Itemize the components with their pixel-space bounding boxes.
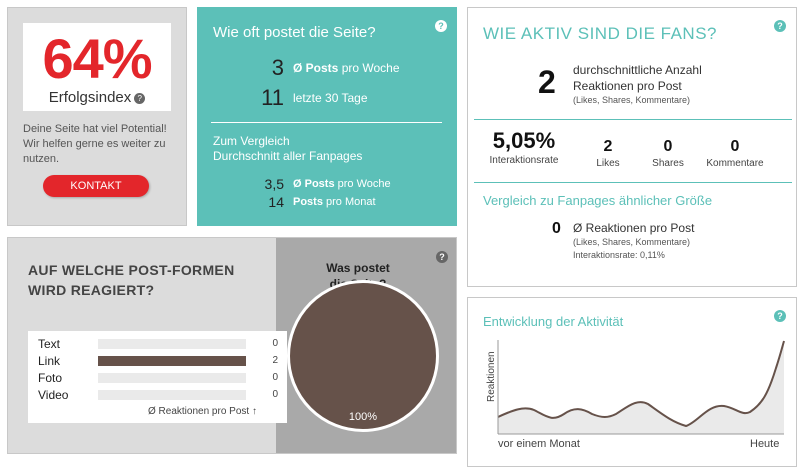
stat-value: 0 [730, 138, 740, 155]
y-axis-label: Reaktionen [486, 351, 497, 402]
post-type-pie: 100% [287, 280, 439, 432]
compare-unit-bold: Ø Posts [293, 178, 335, 190]
post-frequency-title: Wie oft postet die Seite? [213, 24, 376, 41]
reaction-bar-track [98, 373, 246, 383]
frequency-row: 11 letzte 30 Tage [198, 86, 458, 110]
frequency-value: 11 [261, 85, 284, 110]
compare-unit: Ø Posts pro Woche [293, 176, 391, 192]
stat-value: 2 [603, 138, 613, 155]
x-axis-start-label: vor einem Monat [498, 438, 580, 450]
pie-title-line-1: Was postet [326, 261, 390, 275]
success-index-description: Deine Seite hat viel Potential! Wir helf… [23, 123, 167, 165]
reaction-bar-track [98, 356, 246, 366]
reaction-bar-track [98, 390, 246, 400]
stat-value: 5,05% [492, 128, 556, 153]
avg-reactions-sub: (Likes, Shares, Kommentare) [573, 95, 691, 105]
activity-chart-panel: ? Entwicklung der Aktivität Reaktionen v… [467, 297, 797, 467]
post-forms-list: Text 0 Link 2 Foto 0 Video 0 Ø Reaktione… [28, 331, 287, 423]
activity-line [497, 340, 785, 428]
stat-label: Interaktionsrate [489, 155, 559, 166]
list-item: Foto 0 [38, 370, 283, 386]
help-icon[interactable]: ? [436, 251, 448, 263]
reaction-count: 0 [272, 338, 278, 349]
reaction-count: 2 [272, 355, 278, 366]
post-forms-panel: ? AUF WELCHE POST-FORMEN WIRD REAGIERT? … [7, 237, 457, 454]
help-icon[interactable]: ? [774, 310, 786, 322]
success-index-label-row: Erfolgsindex? [23, 89, 171, 107]
compare-value: 3,5 [264, 176, 284, 192]
post-form-label: Link [38, 354, 61, 368]
x-axis-end-label: Heute [750, 438, 779, 450]
post-form-label: Video [38, 388, 69, 402]
success-index-label: Erfolgsindex [48, 89, 132, 106]
reaction-count: 0 [272, 389, 278, 400]
comments-stat: 0 Kommentare [698, 137, 772, 171]
activity-chart: Reaktionen vor einem Monat Heute [486, 340, 785, 450]
list-item: Text 0 [38, 336, 283, 352]
comparison-label: Ø Reaktionen pro Post [573, 221, 695, 235]
frequency-value: 3 [271, 55, 284, 80]
compare-unit-rest: pro Monat [322, 196, 376, 208]
reaction-count: 0 [272, 372, 278, 383]
frequency-unit-bold: Ø Posts [293, 61, 339, 75]
frequency-row: 3 Ø Posts pro Woche [198, 56, 458, 80]
divider [211, 122, 442, 123]
compare-unit: Posts pro Monat [293, 194, 376, 210]
list-item: Video 0 [38, 387, 283, 403]
comparison-value: 0 [552, 220, 561, 237]
post-forms-title-line-1: AUF WELCHE POST-FORMEN [28, 262, 235, 278]
frequency-unit: letzte 30 Tage [293, 86, 368, 110]
post-forms-title-line-2: WIRD REAGIERT? [28, 282, 155, 298]
reaction-bar-track [98, 339, 246, 349]
avg-reactions-value: 2 [538, 64, 556, 100]
post-form-label: Text [38, 337, 61, 351]
frequency-unit-rest: pro Woche [338, 61, 400, 75]
help-icon[interactable]: ? [134, 93, 146, 104]
avg-reactions-label-1: durchschnittliche Anzahl [573, 63, 702, 77]
contact-button[interactable]: KONTAKT [43, 175, 149, 197]
frequency-unit-rest: letzte 30 Tage [293, 91, 368, 105]
stat-value: 0 [663, 138, 673, 155]
comparison-title: Vergleich zu Fanpages ähnlicher Größe [483, 193, 713, 208]
help-icon[interactable]: ? [435, 20, 447, 32]
compare-line-2: Durchschnitt aller Fanpages [213, 149, 363, 163]
activity-chart-title: Entwicklung der Aktivität [483, 314, 624, 329]
success-index-panel: 64% Erfolgsindex? Deine Seite hat viel P… [7, 7, 187, 226]
reactions-legend: Ø Reaktionen pro Post ↑ [148, 406, 257, 417]
success-index-box: 64% Erfolgsindex? [23, 23, 171, 111]
compare-unit-bold: Posts [293, 196, 323, 208]
comparison-interaction-rate: Interaktionsrate: 0,11% [573, 250, 665, 260]
stat-label: Likes [596, 158, 620, 169]
shares-stat: 0 Shares [646, 137, 690, 171]
comparison-sub: (Likes, Shares, Kommentare) [573, 237, 691, 247]
frequency-unit: Ø Posts pro Woche [293, 56, 400, 80]
avg-reactions-label-2: Reaktionen pro Post [573, 79, 682, 93]
fan-activity-panel: ? WIE AKTIV SIND DIE FANS? 2 durchschnit… [467, 7, 797, 287]
post-forms-title: AUF WELCHE POST-FORMEN WIRD REAGIERT? [28, 260, 234, 300]
compare-row: 14 Posts pro Monat [198, 194, 458, 210]
post-form-label: Foto [38, 371, 63, 385]
compare-value: 14 [268, 194, 284, 210]
divider [474, 182, 792, 183]
compare-unit-rest: pro Woche [334, 178, 391, 190]
list-item: Link 2 [38, 353, 283, 369]
stat-label: Shares [652, 158, 684, 169]
post-frequency-panel: ? Wie oft postet die Seite? 3 Ø Posts pr… [197, 7, 457, 226]
compare-line-1: Zum Vergleich [213, 134, 290, 148]
compare-row: 3,5 Ø Posts pro Woche [198, 176, 458, 192]
divider [474, 119, 792, 120]
fan-activity-title: WIE AKTIV SIND DIE FANS? [483, 24, 717, 43]
help-icon[interactable]: ? [774, 20, 786, 32]
frequency-compare-heading: Zum Vergleich Durchschnitt aller Fanpage… [213, 134, 362, 164]
reaction-bar [98, 356, 246, 366]
likes-stat: 2 Likes [588, 137, 628, 171]
interaction-rate-stat: 5,05% Interaktionsrate [482, 128, 566, 168]
activity-area [498, 341, 784, 434]
stat-label: Kommentare [706, 158, 764, 169]
success-index-value: 64% [42, 27, 152, 90]
pie-slice-label: 100% [348, 411, 378, 423]
